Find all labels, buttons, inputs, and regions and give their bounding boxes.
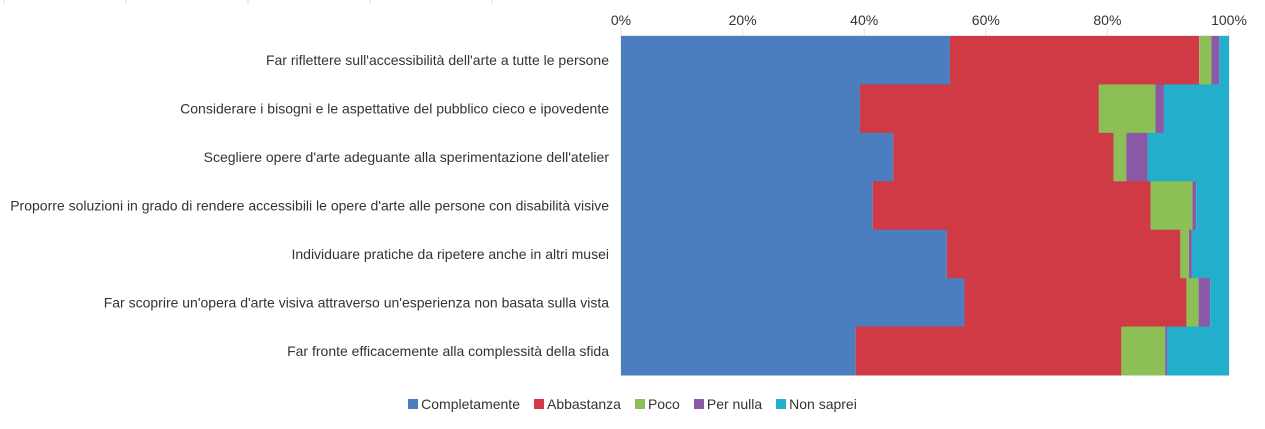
bar-segment [1098,84,1156,134]
legend-item[interactable]: Abbastanza [533,396,621,412]
category-label: Far scoprire un'opera d'arte visiva attr… [104,294,609,310]
legend-item[interactable]: Completamente [408,396,520,412]
x-tick-label: 40% [850,12,878,28]
bar-segment [1198,278,1211,328]
bar-segment [949,36,1200,85]
bar-segment [1186,278,1199,328]
bar-segment [1199,36,1212,85]
bar-segment [1166,326,1229,376]
x-tick-label: 80% [1093,12,1121,28]
bar-segment [1147,132,1229,182]
bar-segment [1163,84,1229,134]
bar-segment [1191,229,1229,279]
legend-item[interactable]: Poco [634,396,680,412]
bar-segment [1121,326,1166,376]
bar-segment [1192,181,1197,231]
bar-segment [855,326,1122,376]
legend-label: Per nulla [706,396,763,412]
category-label: Far fronte efficacemente alla complessit… [287,343,609,359]
bar-segment [1211,36,1220,85]
bar-segment [1165,326,1167,376]
x-tick-label: 100% [1211,12,1247,28]
bar-segment [621,326,856,376]
category-label: Proporre soluzioni in grado di rendere a… [10,198,609,214]
x-tick-label: 20% [729,12,757,28]
bar-segment [1150,181,1193,231]
bar-segment [1180,229,1189,279]
bar-segment [621,36,950,85]
bar-segment [1155,84,1164,134]
category-label: Scegliere opere d'arte adeguante alla sp… [204,149,610,165]
bar-segment [621,229,947,279]
bar-segment [1188,229,1192,279]
legend-label: Poco [647,396,680,412]
x-tick-label: 0% [611,12,631,28]
category-label: Considerare i bisogni e le aspettative d… [180,101,609,117]
legend-swatch [408,399,419,409]
bar-segment [621,181,873,231]
category-labels: Far riflettere sull'accessibilità dell'a… [10,52,609,359]
legend-swatch [693,399,704,409]
legend-swatch [634,399,645,409]
bar-segment [859,84,1099,134]
bar-segment [1210,278,1229,328]
bar-segment [872,181,1151,231]
bar-segment [964,278,1187,328]
category-label: Far riflettere sull'accessibilità dell'a… [266,52,609,68]
bar-segment [1196,181,1229,231]
bar-segment [1126,132,1148,182]
bars [621,36,1229,376]
category-label: Individuare pratiche da ripetere anche i… [291,246,609,262]
bar-segment [1219,36,1229,85]
legend-item[interactable]: Per nulla [693,396,763,412]
legend-label: Abbastanza [546,396,621,412]
x-tick-label: 60% [972,12,1000,28]
legend: Completamente Abbastanza Poco Per nulla Non … [0,396,1265,412]
bar-segment [621,84,860,134]
legend-item[interactable]: Non saprei [776,396,857,412]
bar-segment [621,132,894,182]
legend-swatch [776,399,787,409]
bar-segment [946,229,1181,279]
bar-segment [893,132,1114,182]
bar-segment [1113,132,1127,182]
legend-label: Completamente [421,396,520,412]
legend-swatch [533,399,544,409]
bar-segment [621,278,965,328]
legend-label: Non saprei [789,396,857,412]
